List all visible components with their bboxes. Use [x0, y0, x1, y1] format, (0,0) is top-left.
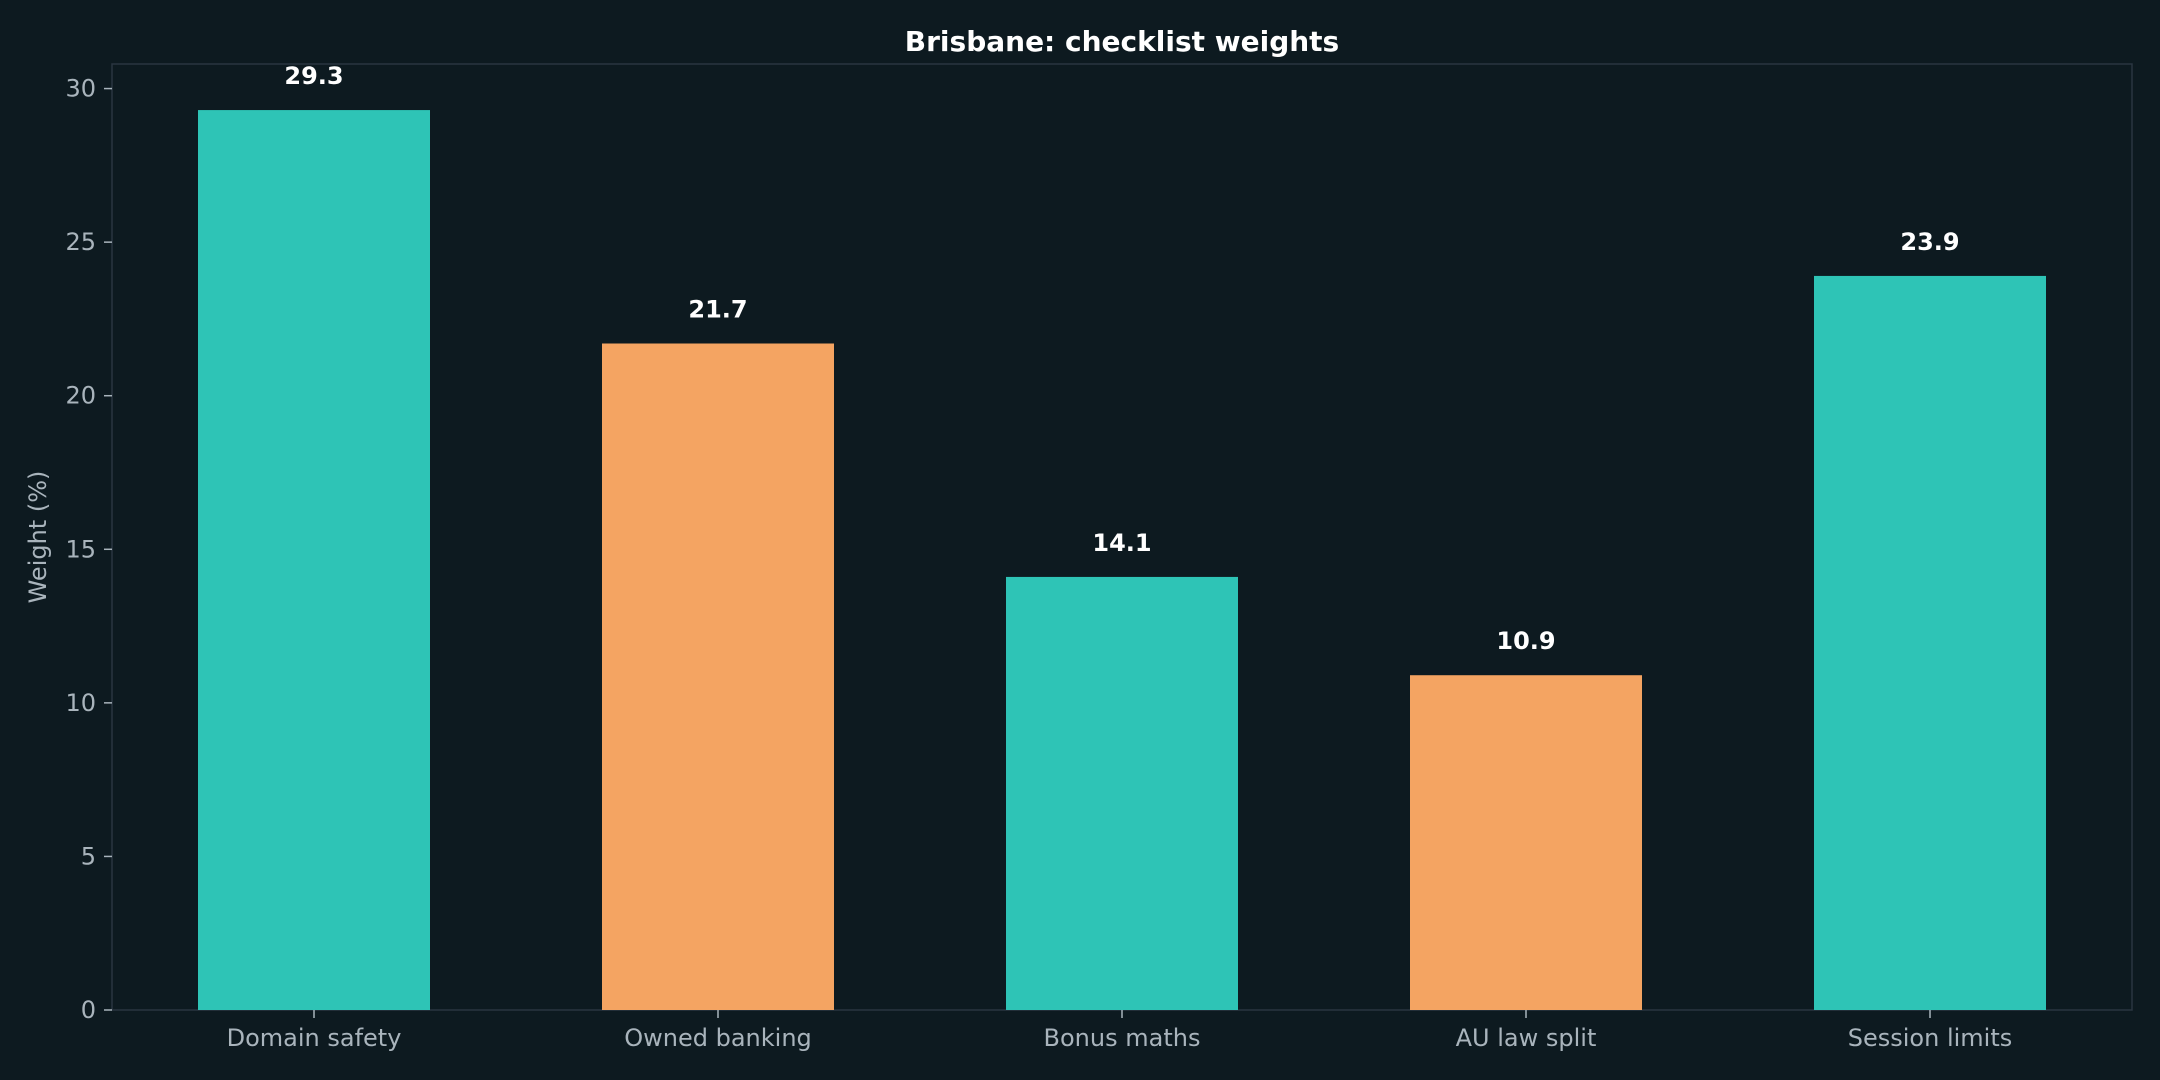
- y-axis-ticks: 0 5 10 15 20 25 30: [65, 75, 112, 1024]
- y-tick-label: 15: [65, 535, 96, 563]
- x-tick-label: Bonus maths: [1044, 1024, 1201, 1052]
- bars-group: 29.3 21.7 14.1 10.9 23.9: [198, 62, 2046, 1011]
- x-tick-label: AU law split: [1456, 1024, 1597, 1052]
- bar: [1410, 675, 1642, 1010]
- y-tick-label: 20: [65, 382, 96, 410]
- bar: [602, 343, 834, 1010]
- bar: [198, 110, 430, 1011]
- bar: [1006, 576, 1238, 1010]
- bar-value-label: 23.9: [1900, 228, 1959, 256]
- chart-title: Brisbane: checklist weights: [905, 25, 1339, 58]
- x-axis-ticks: Domain safety Owned banking Bonus maths AU …: [227, 1010, 2013, 1052]
- bar-value-label: 21.7: [688, 296, 747, 324]
- y-tick-label: 5: [81, 842, 96, 870]
- bar: [1814, 275, 2046, 1010]
- x-tick-label: Domain safety: [227, 1024, 402, 1052]
- y-tick-label: 0: [81, 996, 96, 1024]
- y-axis-label: Weight (%): [24, 471, 52, 604]
- bar-value-label: 10.9: [1496, 627, 1555, 655]
- y-tick-label: 30: [65, 75, 96, 103]
- bar-value-label: 29.3: [284, 62, 343, 90]
- bar-value-label: 14.1: [1092, 529, 1151, 557]
- x-tick-label: Session limits: [1848, 1024, 2013, 1052]
- y-tick-label: 25: [65, 228, 96, 256]
- y-tick-label: 10: [65, 689, 96, 717]
- x-tick-label: Owned banking: [624, 1024, 812, 1052]
